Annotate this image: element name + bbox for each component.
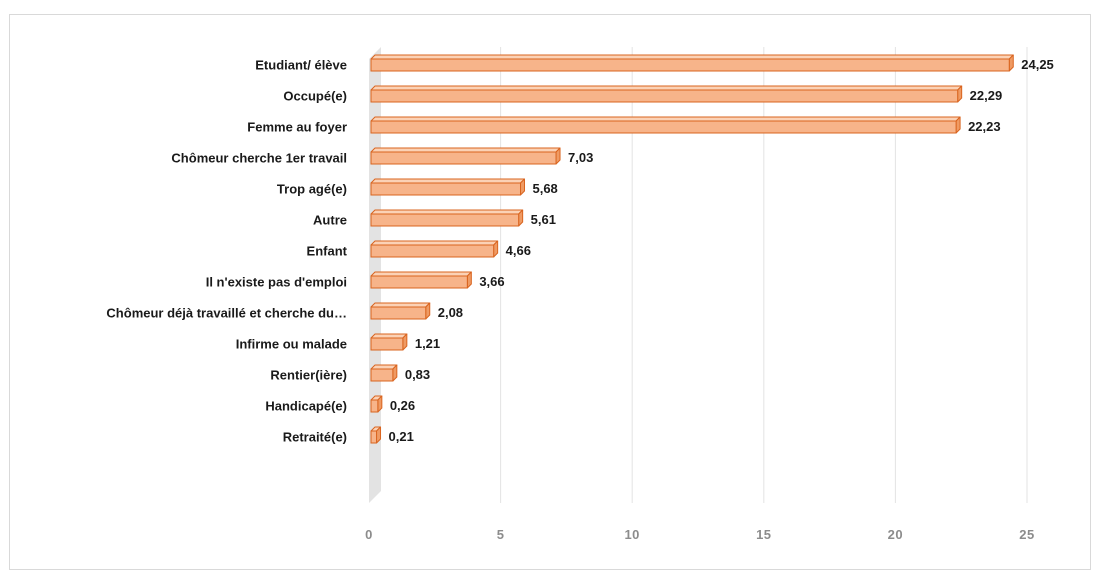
data-label: 1,21 bbox=[415, 336, 440, 351]
x-tick-label: 5 bbox=[497, 527, 505, 542]
data-label: 7,03 bbox=[568, 150, 593, 165]
category-label: Chômeur déjà travaillé et cherche du… bbox=[106, 306, 347, 321]
data-label: 5,68 bbox=[532, 181, 557, 196]
bar-top-face bbox=[370, 209, 524, 215]
bar bbox=[370, 368, 394, 382]
bar bbox=[370, 399, 379, 413]
category-label: Retraité(e) bbox=[283, 430, 347, 445]
bar-top-face bbox=[370, 147, 561, 153]
category-label: Etudiant/ élève bbox=[255, 58, 347, 73]
x-tick-label: 25 bbox=[1019, 527, 1034, 542]
data-label: 24,25 bbox=[1021, 57, 1054, 72]
data-label: 2,08 bbox=[438, 305, 463, 320]
category-label: Infirme ou malade bbox=[236, 337, 347, 352]
bar-top-face bbox=[370, 178, 525, 184]
chart-frame: 0 5 10 15 20 25 Etudiant/ élève 24,25 Occupé(e) 2… bbox=[9, 14, 1091, 570]
bar-top-face bbox=[370, 54, 1014, 60]
bar bbox=[370, 182, 521, 196]
data-label: 22,23 bbox=[968, 119, 1001, 134]
x-tick-label: 10 bbox=[624, 527, 639, 542]
category-label: Rentier(ière) bbox=[270, 368, 347, 383]
bar bbox=[370, 244, 495, 258]
x-tick-label: 20 bbox=[888, 527, 903, 542]
x-tick-label: 0 bbox=[365, 527, 373, 542]
bar bbox=[370, 275, 468, 289]
bar bbox=[370, 151, 557, 165]
data-label: 0,83 bbox=[405, 367, 430, 382]
category-label: Enfant bbox=[307, 244, 348, 259]
data-label: 4,66 bbox=[506, 243, 531, 258]
bar bbox=[370, 89, 959, 103]
data-label: 5,61 bbox=[531, 212, 556, 227]
category-label: Autre bbox=[313, 213, 347, 228]
category-label: Trop agé(e) bbox=[277, 182, 347, 197]
bar-top-face bbox=[370, 116, 961, 122]
bar-chart: 0 5 10 15 20 25 Etudiant/ élève 24,25 Occupé(e) 2… bbox=[106, 47, 1054, 542]
data-label: 0,26 bbox=[390, 398, 415, 413]
bar bbox=[370, 306, 427, 320]
bar-top-face bbox=[370, 240, 499, 246]
data-label: 22,29 bbox=[970, 88, 1003, 103]
bar bbox=[370, 120, 957, 134]
bar bbox=[370, 213, 520, 227]
category-label: Handicapé(e) bbox=[265, 399, 347, 414]
category-label: Femme au foyer bbox=[247, 120, 347, 135]
bar-top-face bbox=[370, 271, 472, 277]
bar-top-face bbox=[370, 85, 963, 91]
data-label: 0,21 bbox=[389, 429, 414, 444]
x-tick-label: 15 bbox=[756, 527, 771, 542]
category-label: Il n'existe pas d'emploi bbox=[206, 275, 347, 290]
bar bbox=[370, 430, 378, 444]
data-label: 3,66 bbox=[479, 274, 504, 289]
category-label: Occupé(e) bbox=[283, 89, 347, 104]
bar bbox=[370, 58, 1010, 72]
bar-top-face bbox=[370, 302, 431, 308]
bar bbox=[370, 337, 404, 351]
bar-top-face bbox=[370, 333, 408, 339]
category-label: Chômeur cherche 1er travail bbox=[171, 151, 347, 166]
